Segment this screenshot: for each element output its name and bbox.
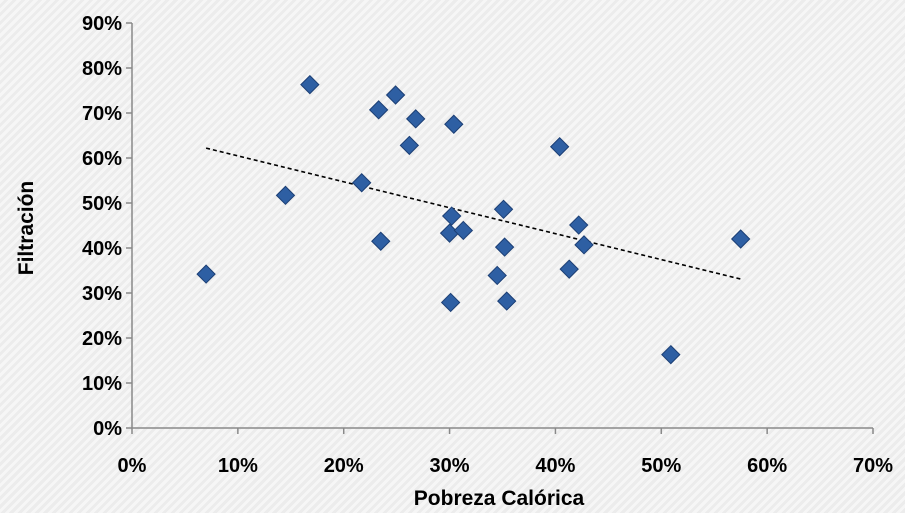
data-point — [661, 344, 681, 365]
data-point — [196, 264, 216, 284]
y-tick-marks — [126, 22, 132, 429]
data-point — [368, 100, 389, 120]
x-tick-label: 0% — [118, 455, 147, 477]
x-tick-label: 50% — [641, 455, 681, 477]
x-tick-label: 70% — [853, 455, 893, 477]
x-tick-labels: 0% 10% 20% 30% 40% 50% 60% 70% — [118, 455, 894, 477]
data-point — [453, 220, 474, 241]
y-tick-label: 40% — [82, 238, 122, 260]
x-tick-label: 10% — [218, 455, 258, 477]
data-point — [275, 185, 296, 206]
y-tick-label: 60% — [82, 148, 122, 170]
y-tick-label: 30% — [82, 283, 122, 305]
y-tick-label: 0% — [93, 418, 122, 440]
y-tick-label: 80% — [82, 58, 122, 80]
y-tick-label: 70% — [82, 103, 122, 125]
data-point — [494, 237, 515, 257]
y-tick-label: 10% — [82, 373, 122, 395]
data-point — [300, 74, 320, 95]
x-axis-title: Pobreza Calórica — [414, 487, 585, 510]
data-point — [487, 265, 507, 286]
data-point — [439, 223, 460, 243]
data-point — [352, 173, 372, 193]
data-point — [441, 206, 462, 226]
data-point — [549, 137, 570, 157]
x-tick-label: 40% — [535, 455, 575, 477]
data-point — [569, 215, 589, 235]
trendline — [205, 147, 741, 280]
x-tick-label: 30% — [430, 455, 470, 477]
data-points — [196, 74, 751, 365]
y-tick-label: 90% — [82, 13, 122, 35]
y-tick-labels: 0% 10% 20% 30% 40% 50% 60% 70% 80% 90% — [82, 13, 122, 440]
data-point — [444, 114, 464, 134]
data-point — [405, 109, 426, 129]
x-tick-label: 60% — [747, 455, 787, 477]
data-point — [497, 291, 517, 311]
data-point — [399, 135, 420, 156]
y-tick-label: 20% — [82, 328, 122, 350]
data-point — [440, 292, 461, 313]
data-point — [559, 259, 579, 279]
data-point — [371, 231, 391, 251]
data-point — [574, 235, 594, 255]
data-point — [730, 229, 751, 249]
axes — [126, 22, 874, 434]
x-tick-marks — [131, 428, 874, 434]
y-tick-label: 50% — [82, 193, 122, 215]
data-point — [493, 199, 514, 220]
data-point — [385, 85, 406, 105]
x-tick-label: 20% — [324, 455, 364, 477]
y-axis-title: Filtración — [15, 181, 38, 276]
